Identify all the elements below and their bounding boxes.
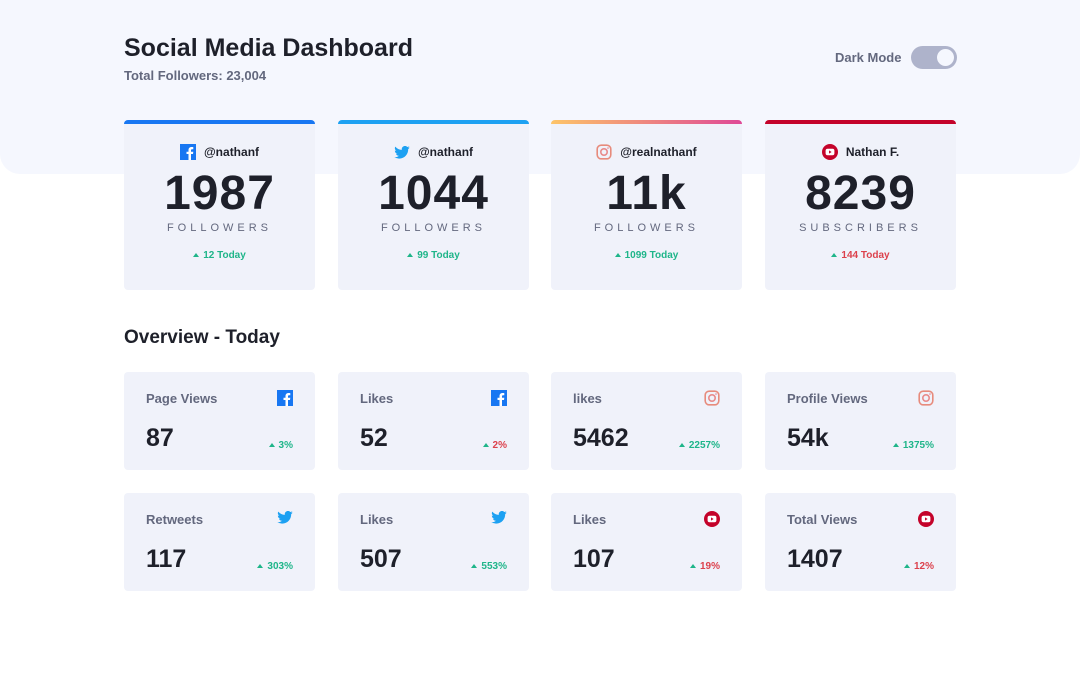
arrow-up-icon [471, 564, 478, 568]
metric-value: 507 [360, 545, 402, 573]
metric-change: 553% [481, 561, 507, 572]
overview-card[interactable]: Likes 107 19% [551, 493, 742, 591]
facebook-icon [491, 390, 507, 406]
arrow-up-icon [903, 564, 910, 568]
platform-accent-bar [124, 120, 315, 124]
overview-card[interactable]: Total Views 1407 12% [765, 493, 956, 591]
youtube-icon [821, 144, 838, 160]
overview-card[interactable]: likes 5462 2257% [551, 372, 742, 470]
follower-count: 11k [606, 167, 687, 220]
metric-change: 3% [278, 440, 293, 451]
metric-value: 87 [146, 424, 174, 452]
today-change: 12 Today [203, 250, 246, 261]
twitter-icon [277, 511, 293, 524]
overview-card[interactable]: Likes 52 2% [338, 372, 529, 470]
metric-label: Likes [573, 512, 607, 527]
follower-unit: FOLLOWERS [166, 222, 273, 234]
follower-count: 8239 [805, 167, 916, 220]
follower-unit: SUBSCRIBERS [799, 222, 922, 234]
account-handle: Nathan F. [845, 145, 900, 159]
youtube-icon [704, 511, 720, 527]
platform-accent-bar [551, 120, 742, 124]
facebook-icon [277, 390, 293, 406]
facebook-icon [179, 144, 196, 160]
arrow-up-icon [407, 253, 414, 257]
follower-card-instagram[interactable]: @realnathanf 11k FOLLOWERS 1099 Today [551, 120, 742, 290]
instagram-icon [918, 390, 934, 406]
metric-change: 2257% [688, 440, 720, 451]
twitter-icon [394, 145, 410, 159]
overview-card[interactable]: Retweets 117 303% [124, 493, 315, 591]
metric-label: Likes [360, 512, 394, 527]
account-handle: @nathanf [417, 145, 474, 159]
overview-title: Overview - Today [124, 327, 280, 348]
follower-count: 1044 [378, 167, 489, 220]
metric-label: Likes [360, 391, 394, 406]
metric-value: 107 [573, 545, 615, 573]
dark-mode-toggle[interactable] [911, 46, 957, 69]
platform-accent-bar [765, 120, 956, 124]
arrow-up-icon [831, 253, 838, 257]
arrow-up-icon [678, 443, 685, 447]
youtube-icon [918, 511, 934, 527]
today-change: 99 Today [417, 250, 460, 261]
toggle-knob [937, 49, 954, 66]
metric-label: likes [573, 391, 602, 406]
follower-unit: FOLLOWERS [380, 222, 487, 234]
metric-value: 52 [360, 424, 388, 452]
metric-label: Total Views [787, 512, 858, 527]
arrow-up-icon [482, 443, 489, 447]
follower-card-youtube[interactable]: Nathan F. 8239 SUBSCRIBERS 144 Today [765, 120, 956, 290]
arrow-up-icon [193, 253, 200, 257]
overview-card[interactable]: Page Views 87 3% [124, 372, 315, 470]
metric-value: 117 [146, 545, 187, 573]
dark-mode-label: Dark Mode [835, 50, 902, 65]
metric-label: Retweets [146, 512, 204, 527]
account-handle: @realnathanf [620, 145, 697, 159]
twitter-icon [491, 511, 507, 524]
overview-card[interactable]: Profile Views 54k 1375% [765, 372, 956, 470]
account-handle: @nathanf [203, 145, 260, 159]
arrow-up-icon [268, 443, 275, 447]
arrow-up-icon [614, 253, 621, 257]
follower-card-twitter[interactable]: @nathanf 1044 FOLLOWERS 99 Today [338, 120, 529, 290]
metric-change: 303% [267, 561, 293, 572]
follower-count: 1987 [164, 167, 275, 220]
today-change: 1099 Today [624, 250, 679, 261]
platform-accent-bar [338, 120, 529, 124]
metric-change: 2% [492, 440, 507, 451]
metric-change: 1375% [902, 440, 934, 451]
follower-unit: FOLLOWERS [593, 222, 700, 234]
metric-change: 12% [913, 561, 934, 572]
metric-value: 5462 [573, 424, 629, 452]
total-followers: Total Followers: 23,004 [124, 68, 267, 83]
metric-label: Profile Views [787, 391, 868, 406]
instagram-icon [596, 144, 612, 160]
instagram-icon [704, 390, 720, 406]
metric-value: 54k [787, 424, 829, 452]
today-change: 144 Today [841, 250, 890, 261]
overview-card[interactable]: Likes 507 553% [338, 493, 529, 591]
metric-label: Page Views [146, 391, 218, 406]
follower-card-facebook[interactable]: @nathanf 1987 FOLLOWERS 12 Today [124, 120, 315, 290]
page-title: Social Media Dashboard [124, 34, 413, 62]
arrow-up-icon [689, 564, 696, 568]
metric-change: 19% [699, 561, 720, 572]
arrow-up-icon [257, 564, 264, 568]
metric-value: 1407 [787, 545, 843, 573]
arrow-up-icon [892, 443, 899, 447]
